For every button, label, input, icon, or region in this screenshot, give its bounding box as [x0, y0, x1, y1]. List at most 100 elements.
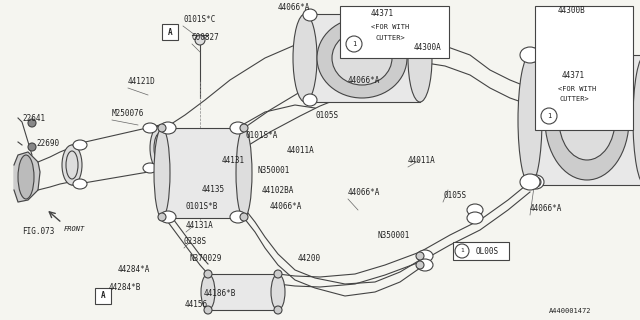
- Text: A: A: [168, 28, 172, 36]
- Ellipse shape: [62, 145, 82, 185]
- Ellipse shape: [520, 47, 540, 63]
- Text: FRONT: FRONT: [64, 226, 85, 232]
- Text: 44011A: 44011A: [408, 156, 436, 165]
- Ellipse shape: [160, 211, 176, 223]
- Text: 44135: 44135: [202, 185, 225, 194]
- Bar: [95, 288, 111, 304]
- Ellipse shape: [467, 204, 483, 216]
- Ellipse shape: [201, 274, 215, 310]
- Circle shape: [416, 252, 424, 260]
- Text: 1: 1: [547, 113, 551, 119]
- Text: C00827: C00827: [192, 33, 220, 42]
- Text: 0101S*B: 0101S*B: [186, 202, 218, 211]
- Bar: [305, 14, 420, 102]
- Text: 44300B: 44300B: [558, 6, 586, 15]
- Ellipse shape: [633, 55, 640, 185]
- Text: 44300A: 44300A: [414, 43, 442, 52]
- Bar: [208, 274, 278, 310]
- Circle shape: [195, 35, 205, 45]
- Text: 44371: 44371: [562, 71, 585, 80]
- Ellipse shape: [303, 94, 317, 106]
- Text: 0105S: 0105S: [443, 191, 466, 200]
- Text: <FOR WITH: <FOR WITH: [558, 86, 596, 92]
- Text: N350001: N350001: [258, 166, 291, 175]
- Bar: [162, 24, 178, 40]
- Circle shape: [274, 270, 282, 278]
- Text: <FOR WITH: <FOR WITH: [371, 24, 409, 30]
- Ellipse shape: [143, 163, 157, 173]
- Ellipse shape: [271, 274, 285, 310]
- Circle shape: [204, 306, 212, 314]
- Circle shape: [455, 244, 469, 258]
- Ellipse shape: [293, 14, 317, 102]
- Ellipse shape: [528, 175, 544, 189]
- Circle shape: [346, 36, 362, 52]
- Ellipse shape: [143, 123, 157, 133]
- Text: CUTTER>: CUTTER>: [560, 96, 589, 102]
- Text: 44066*A: 44066*A: [348, 76, 380, 85]
- Text: 44186*B: 44186*B: [204, 289, 236, 298]
- Text: 44066*A: 44066*A: [270, 202, 302, 211]
- Text: A: A: [100, 292, 106, 300]
- Text: 44102BA: 44102BA: [262, 186, 294, 195]
- Text: 22641: 22641: [22, 114, 45, 123]
- Text: CUTTER>: CUTTER>: [375, 35, 404, 41]
- Circle shape: [240, 124, 248, 132]
- Text: 44066*A: 44066*A: [278, 3, 310, 12]
- Text: 0101S*C: 0101S*C: [183, 15, 216, 24]
- Circle shape: [274, 306, 282, 314]
- Ellipse shape: [73, 179, 87, 189]
- Circle shape: [541, 108, 557, 124]
- Ellipse shape: [154, 128, 170, 218]
- Text: N370029: N370029: [190, 254, 222, 263]
- Bar: [535, 6, 633, 130]
- Ellipse shape: [73, 140, 87, 150]
- Text: N350001: N350001: [378, 231, 410, 240]
- Ellipse shape: [545, 60, 629, 180]
- Polygon shape: [14, 152, 40, 202]
- Ellipse shape: [303, 9, 317, 21]
- Ellipse shape: [467, 212, 483, 224]
- Circle shape: [204, 270, 212, 278]
- Text: 44131A: 44131A: [186, 221, 214, 230]
- Ellipse shape: [518, 55, 542, 185]
- Ellipse shape: [332, 31, 392, 85]
- Text: FIG.073: FIG.073: [22, 227, 54, 236]
- Text: 44200: 44200: [298, 254, 321, 263]
- Text: 44284*A: 44284*A: [118, 265, 150, 274]
- Ellipse shape: [417, 250, 433, 262]
- Text: 44011A: 44011A: [287, 146, 315, 155]
- Text: M250076: M250076: [112, 109, 145, 118]
- Bar: [453, 242, 509, 260]
- Ellipse shape: [408, 14, 432, 102]
- Ellipse shape: [236, 128, 252, 218]
- Ellipse shape: [230, 122, 246, 134]
- Text: 44066*A: 44066*A: [348, 188, 380, 197]
- Circle shape: [531, 50, 541, 60]
- Ellipse shape: [150, 126, 170, 170]
- Text: 44066*A: 44066*A: [530, 204, 563, 213]
- Text: 44284*B: 44284*B: [109, 283, 141, 292]
- Ellipse shape: [230, 211, 246, 223]
- Text: 22690: 22690: [36, 139, 59, 148]
- Circle shape: [158, 124, 166, 132]
- Text: 0238S: 0238S: [184, 237, 207, 246]
- Bar: [340, 6, 449, 58]
- Text: 44371: 44371: [371, 9, 394, 18]
- Ellipse shape: [317, 18, 407, 98]
- Text: 0105S: 0105S: [315, 111, 338, 120]
- Bar: [530, 55, 640, 185]
- Text: 44131: 44131: [222, 156, 245, 165]
- Ellipse shape: [520, 174, 540, 190]
- Circle shape: [531, 177, 541, 187]
- Text: OL00S: OL00S: [476, 246, 499, 255]
- Circle shape: [28, 143, 36, 151]
- Ellipse shape: [559, 80, 615, 160]
- Text: 44156: 44156: [185, 300, 208, 309]
- Text: 0101S*A: 0101S*A: [245, 131, 277, 140]
- Circle shape: [158, 213, 166, 221]
- Ellipse shape: [18, 155, 34, 199]
- Bar: [162, 128, 244, 218]
- Text: 1: 1: [460, 249, 464, 253]
- Circle shape: [28, 119, 36, 127]
